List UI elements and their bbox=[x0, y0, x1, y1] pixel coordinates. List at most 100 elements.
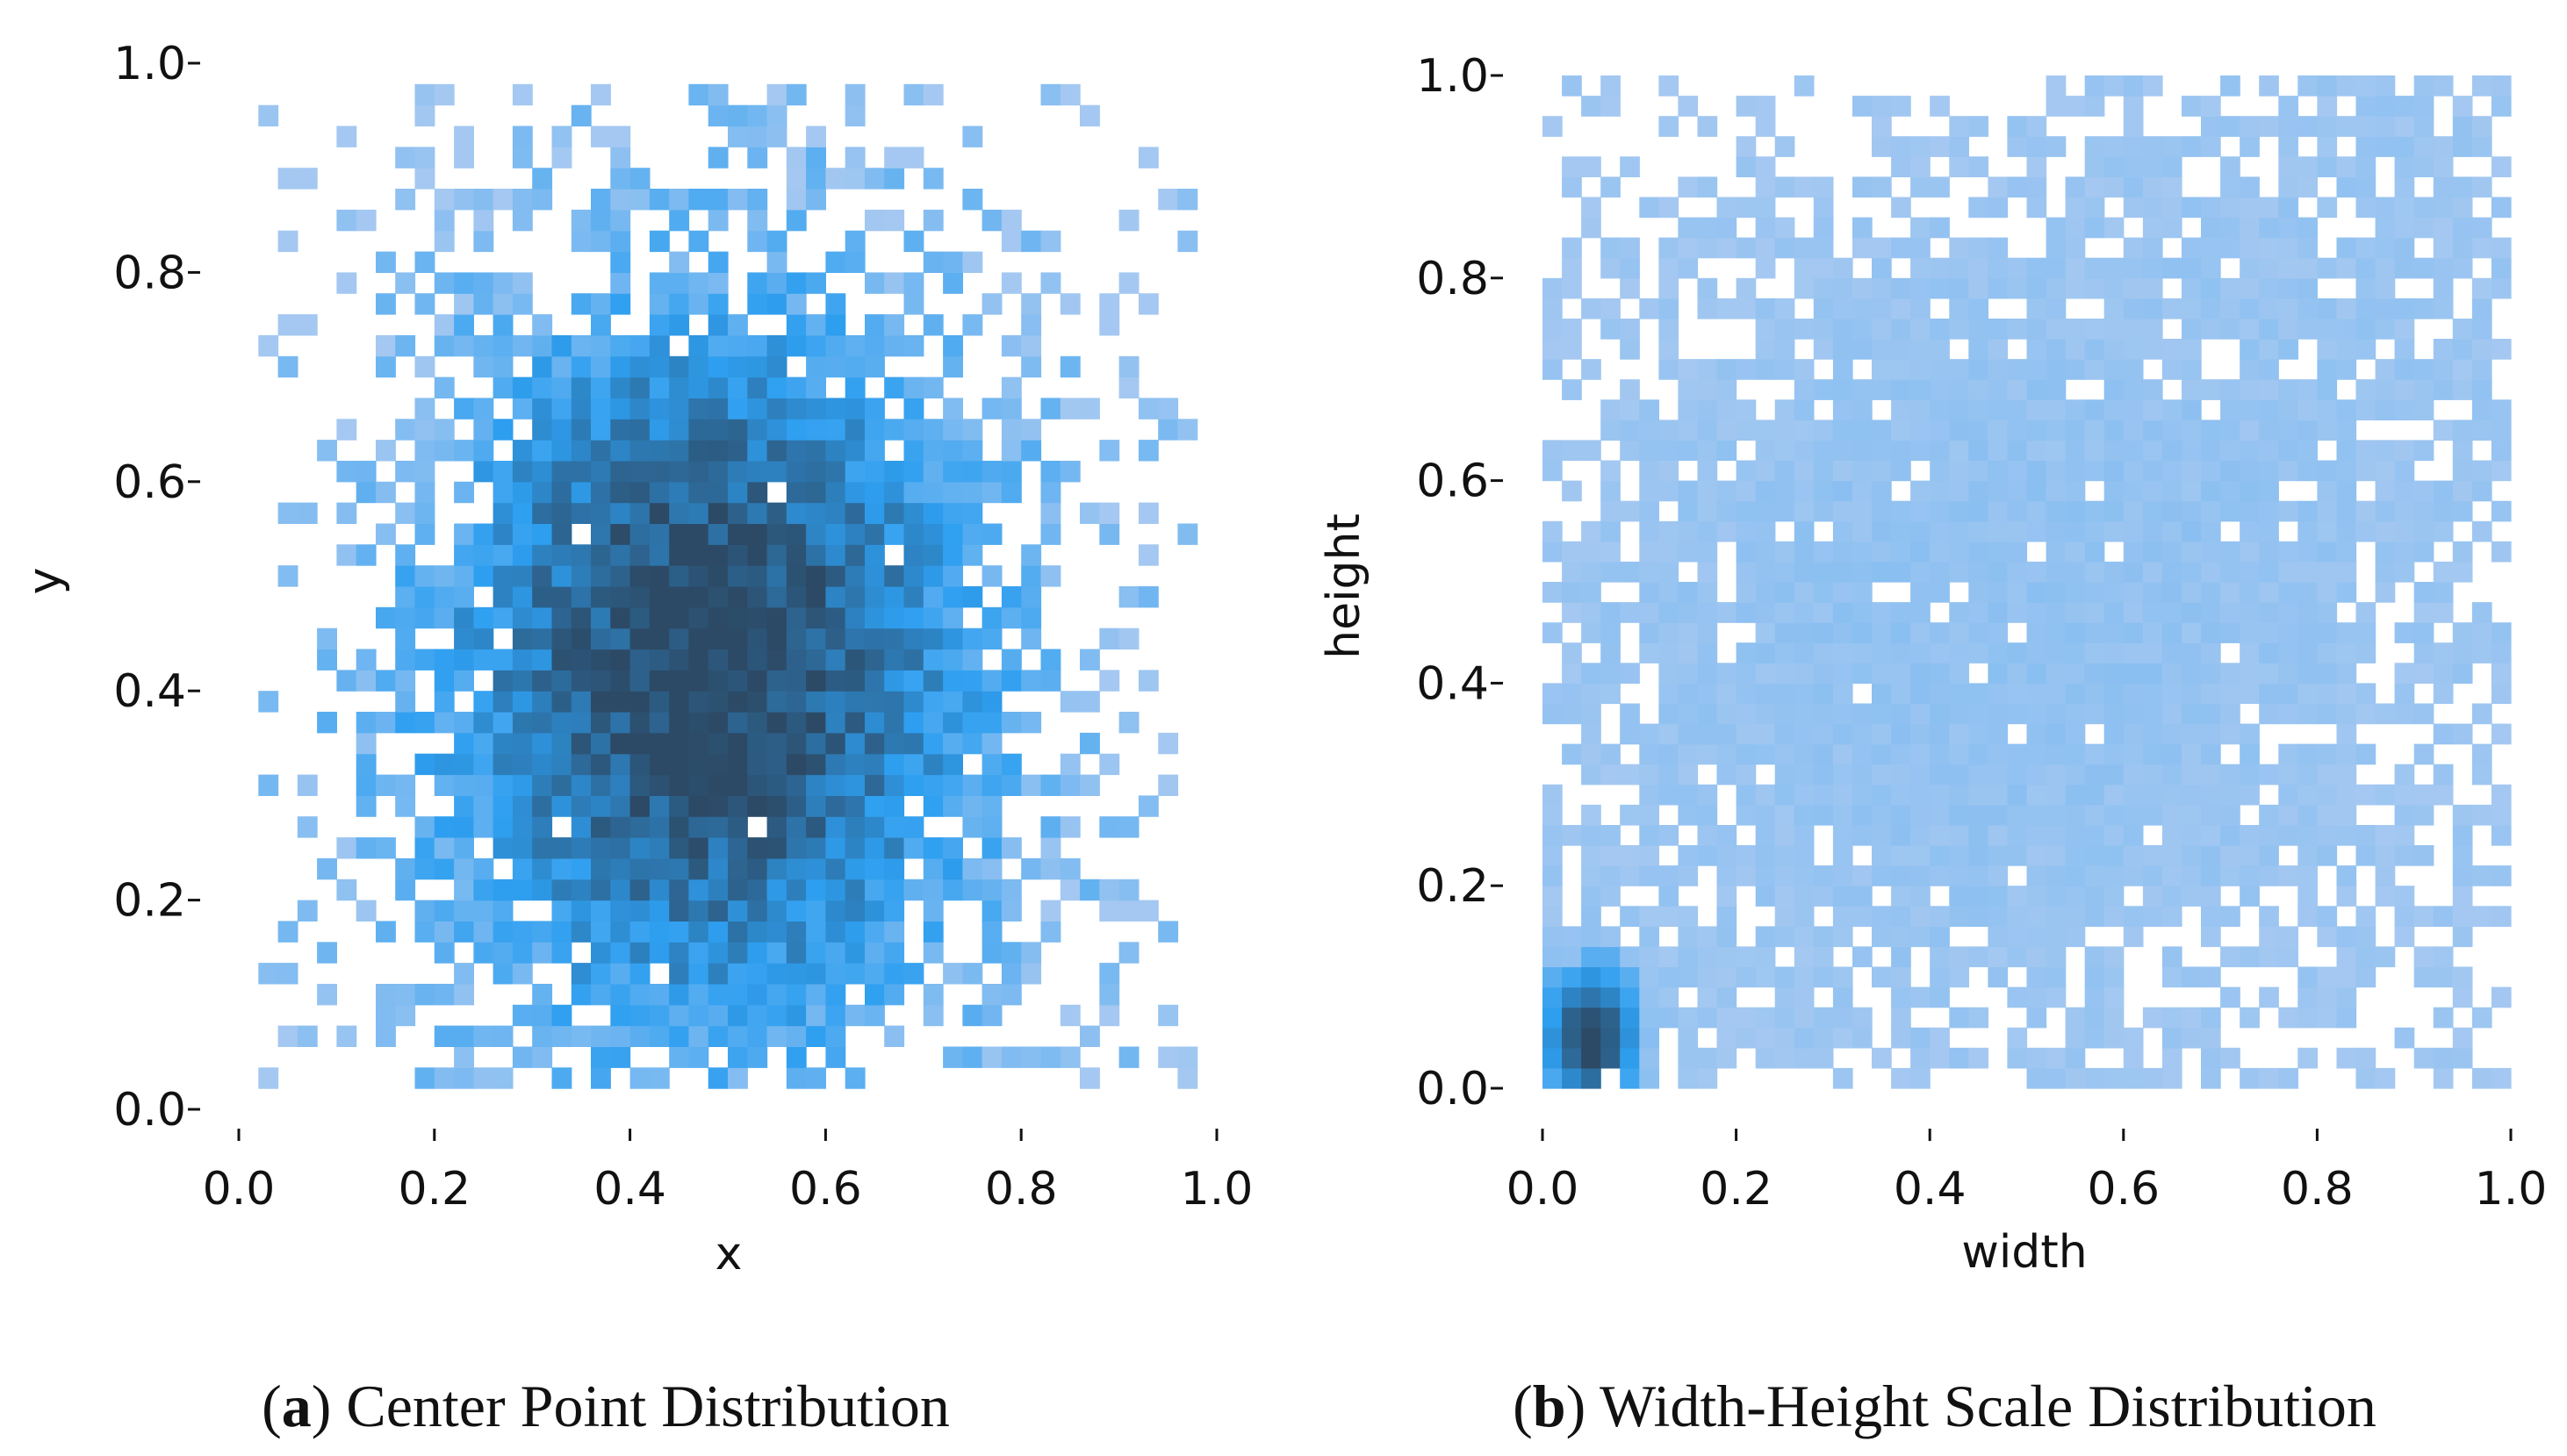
heatmap-cell bbox=[1581, 520, 1601, 542]
heatmap-cell bbox=[728, 565, 748, 587]
heatmap-cell bbox=[884, 419, 905, 441]
heatmap-cell bbox=[473, 606, 494, 629]
heatmap-cell bbox=[1949, 784, 1969, 806]
heatmap-cell bbox=[649, 712, 670, 734]
heatmap-cell bbox=[571, 837, 592, 859]
heatmap-cell bbox=[1639, 906, 1659, 927]
heatmap-cell bbox=[1001, 900, 1022, 922]
heatmap-cell bbox=[493, 942, 514, 964]
heatmap-cell bbox=[610, 377, 631, 398]
heatmap-cell bbox=[2182, 96, 2202, 117]
heatmap-cell bbox=[629, 753, 651, 776]
heatmap-cell bbox=[649, 1025, 670, 1047]
heatmap-cell bbox=[1794, 277, 1815, 299]
heatmap-cell bbox=[2355, 642, 2376, 663]
heatmap-cell bbox=[2278, 399, 2298, 420]
heatmap-cell bbox=[1832, 257, 1853, 279]
heatmap-cell bbox=[2103, 703, 2125, 725]
heatmap-cell bbox=[2220, 500, 2240, 522]
heatmap-cell bbox=[825, 900, 846, 922]
heatmap-cell bbox=[2046, 986, 2067, 1008]
heatmap-cell bbox=[2026, 825, 2047, 846]
heatmap-cell bbox=[2240, 359, 2260, 380]
heatmap-cell bbox=[2394, 845, 2415, 866]
heatmap-cell bbox=[825, 440, 846, 462]
heatmap-cell bbox=[669, 1046, 690, 1068]
heatmap-cell bbox=[2317, 116, 2338, 137]
heatmap-cell bbox=[2413, 116, 2434, 137]
heatmap-cell bbox=[786, 502, 807, 524]
heatmap-cell bbox=[1774, 136, 1795, 157]
heatmap-cell bbox=[1872, 277, 1892, 299]
heatmap-cell bbox=[1542, 825, 1563, 846]
heatmap-cell bbox=[1658, 541, 1679, 563]
heatmap-cell bbox=[982, 523, 1003, 545]
heatmap-cell bbox=[923, 774, 944, 796]
heatmap-cell bbox=[2026, 886, 2047, 907]
heatmap-cell bbox=[2026, 622, 2047, 643]
heatmap-cell bbox=[1910, 1027, 1931, 1049]
heatmap-cell bbox=[845, 419, 866, 441]
heatmap-cell bbox=[473, 732, 494, 755]
heatmap-cell bbox=[766, 586, 787, 608]
heatmap-cell bbox=[1794, 480, 1815, 502]
heatmap-cell bbox=[962, 544, 983, 566]
heatmap-cell bbox=[512, 753, 533, 776]
heatmap-cell bbox=[591, 857, 611, 880]
heatmap-cell bbox=[2142, 257, 2163, 279]
heatmap-cell bbox=[1697, 804, 1718, 826]
heatmap-cell bbox=[1581, 764, 1601, 785]
heatmap-cell bbox=[1872, 541, 1892, 563]
heatmap-cell bbox=[2103, 379, 2125, 400]
heatmap-cell bbox=[1774, 582, 1795, 603]
heatmap-cell bbox=[1774, 500, 1795, 522]
heatmap-cell bbox=[1794, 886, 1815, 907]
heatmap-cell bbox=[923, 900, 944, 922]
heatmap-cell bbox=[943, 691, 963, 713]
heatmap-cell bbox=[2491, 1067, 2512, 1089]
heatmap-cell bbox=[591, 565, 611, 587]
heatmap-cell bbox=[2259, 319, 2279, 340]
heatmap-cell bbox=[1794, 966, 1815, 988]
heatmap-cell bbox=[2220, 906, 2240, 927]
heatmap-cell bbox=[2394, 298, 2415, 319]
heatmap-cell bbox=[610, 481, 631, 504]
heatmap-cell bbox=[2046, 359, 2067, 380]
heatmap-cell bbox=[2471, 339, 2492, 360]
heatmap-cell bbox=[591, 293, 611, 315]
heatmap-cell bbox=[766, 816, 787, 838]
heatmap-cell bbox=[2007, 379, 2028, 400]
heatmap-cell bbox=[551, 334, 572, 357]
heatmap-cell bbox=[1968, 683, 1988, 705]
heatmap-cell bbox=[1794, 906, 1815, 927]
heatmap-cell bbox=[2046, 1047, 2067, 1069]
heatmap-cell bbox=[1774, 825, 1795, 846]
heatmap-cell bbox=[708, 691, 729, 713]
heatmap-cell bbox=[1118, 355, 1140, 378]
heatmap-cell bbox=[766, 774, 787, 796]
heatmap-cell bbox=[1891, 359, 1911, 380]
heatmap-cell bbox=[825, 419, 846, 441]
heatmap-cell bbox=[2007, 277, 2028, 299]
heatmap-cell bbox=[786, 795, 807, 817]
heatmap-cell bbox=[591, 606, 611, 629]
heatmap-cell bbox=[1542, 906, 1563, 927]
heatmap-cell bbox=[2220, 946, 2240, 968]
heatmap-cell bbox=[2201, 319, 2221, 340]
heatmap-cell bbox=[884, 481, 905, 504]
heatmap-cell bbox=[2297, 602, 2318, 623]
heatmap-cell bbox=[1794, 541, 1815, 563]
heatmap-cell bbox=[493, 795, 514, 817]
heatmap-cell bbox=[1910, 298, 1931, 319]
heatmap-cell bbox=[2142, 277, 2163, 299]
heatmap-cell bbox=[962, 732, 983, 755]
heatmap-cell bbox=[1774, 906, 1795, 927]
heatmap-cell bbox=[903, 147, 924, 169]
heatmap-cell bbox=[2259, 500, 2279, 522]
heatmap-cell bbox=[2065, 683, 2086, 705]
heatmap-cell bbox=[728, 900, 748, 922]
heatmap-cell bbox=[297, 314, 318, 336]
heatmap-cell bbox=[1910, 743, 1931, 765]
heatmap-cell bbox=[1658, 116, 1679, 137]
heatmap-cell bbox=[2375, 582, 2396, 603]
